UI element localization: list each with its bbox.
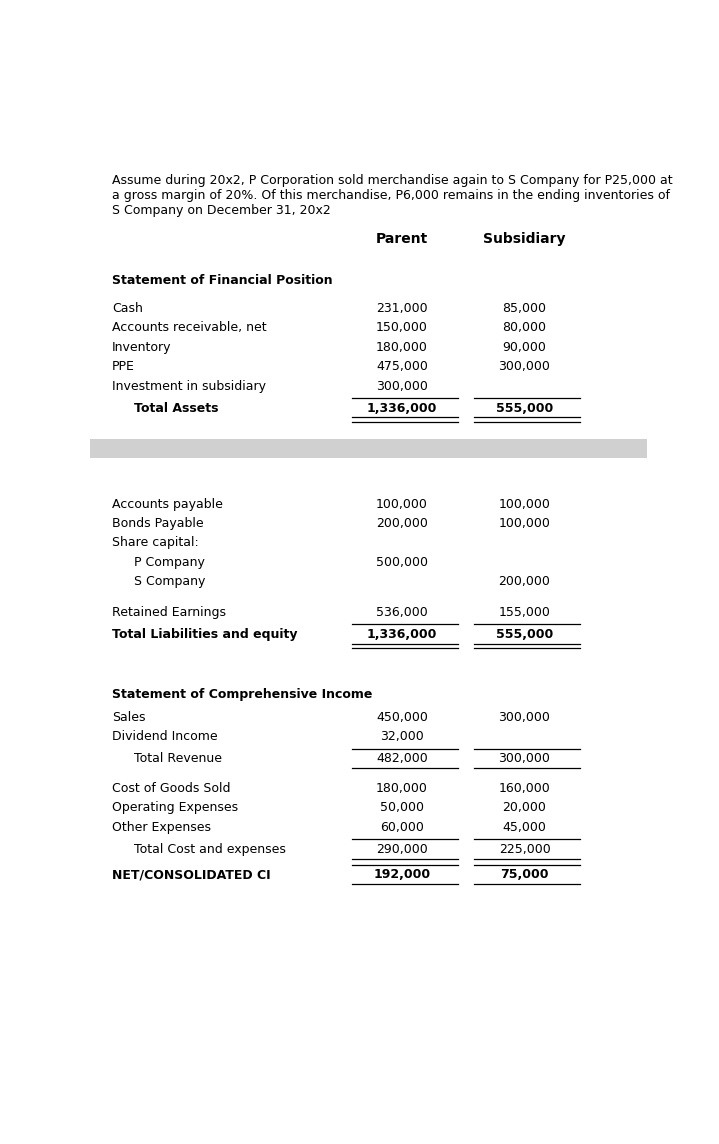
Text: Total Assets: Total Assets [134,402,219,414]
Text: 500,000: 500,000 [376,556,428,569]
Text: 290,000: 290,000 [376,843,428,856]
Text: Bonds Payable: Bonds Payable [112,517,203,530]
Text: 100,000: 100,000 [498,517,551,530]
Text: Assume during 20x2, P Corporation sold merchandise again to S Company for P25,00: Assume during 20x2, P Corporation sold m… [112,174,673,217]
Text: 300,000: 300,000 [498,360,551,373]
Text: Operating Expenses: Operating Expenses [112,802,238,815]
Text: S Company: S Company [134,575,206,588]
Text: 300,000: 300,000 [498,752,551,765]
Text: Cash: Cash [112,302,143,315]
Text: Statement of Financial Position: Statement of Financial Position [112,273,333,287]
Text: 450,000: 450,000 [376,710,428,724]
Text: Investment in subsidiary: Investment in subsidiary [112,380,266,392]
Text: 32,000: 32,000 [380,730,423,744]
Text: Parent: Parent [376,232,428,246]
Text: 100,000: 100,000 [376,498,428,510]
Text: 20,000: 20,000 [503,802,546,815]
Text: Share capital:: Share capital: [112,537,199,549]
Text: 180,000: 180,000 [376,782,428,795]
Text: 300,000: 300,000 [498,710,551,724]
Text: 150,000: 150,000 [376,321,428,334]
Text: Accounts receivable, net: Accounts receivable, net [112,321,267,334]
Text: 555,000: 555,000 [496,628,553,641]
Text: 60,000: 60,000 [380,821,424,834]
Text: 231,000: 231,000 [376,302,428,315]
Text: NET/CONSOLIDATED CI: NET/CONSOLIDATED CI [112,868,271,881]
Text: 482,000: 482,000 [376,752,428,765]
Text: P Company: P Company [134,556,206,569]
Text: Retained Earnings: Retained Earnings [112,606,226,619]
Text: 155,000: 155,000 [498,606,551,619]
Text: 45,000: 45,000 [503,821,546,834]
Text: 200,000: 200,000 [498,575,551,588]
Text: Total Liabilities and equity: Total Liabilities and equity [112,628,298,641]
Text: Inventory: Inventory [112,341,172,353]
Text: Other Expenses: Other Expenses [112,821,211,834]
Text: 536,000: 536,000 [376,606,428,619]
Text: 200,000: 200,000 [376,517,428,530]
Text: Accounts payable: Accounts payable [112,498,223,510]
Text: 225,000: 225,000 [499,843,550,856]
Text: 475,000: 475,000 [376,360,428,373]
Text: Total Cost and expenses: Total Cost and expenses [134,843,286,856]
Text: 1,336,000: 1,336,000 [367,402,437,414]
Text: 300,000: 300,000 [376,380,428,392]
Bar [90,438,647,458]
Text: 160,000: 160,000 [499,782,550,795]
Text: 75,000: 75,000 [500,868,549,881]
Text: Statement of Comprehensive Income: Statement of Comprehensive Income [112,688,372,701]
Text: PPE: PPE [112,360,135,373]
Text: 555,000: 555,000 [496,402,553,414]
Text: 192,000: 192,000 [373,868,431,881]
Text: 1,336,000: 1,336,000 [367,628,437,641]
Text: 85,000: 85,000 [503,302,546,315]
Text: 80,000: 80,000 [503,321,546,334]
Text: 90,000: 90,000 [503,341,546,353]
Text: Sales: Sales [112,710,146,724]
Text: 100,000: 100,000 [498,498,551,510]
Text: 50,000: 50,000 [380,802,424,815]
Text: Total Revenue: Total Revenue [134,752,222,765]
Text: Subsidiary: Subsidiary [483,232,566,246]
Text: 180,000: 180,000 [376,341,428,353]
Text: Cost of Goods Sold: Cost of Goods Sold [112,782,231,795]
Text: Dividend Income: Dividend Income [112,730,218,744]
